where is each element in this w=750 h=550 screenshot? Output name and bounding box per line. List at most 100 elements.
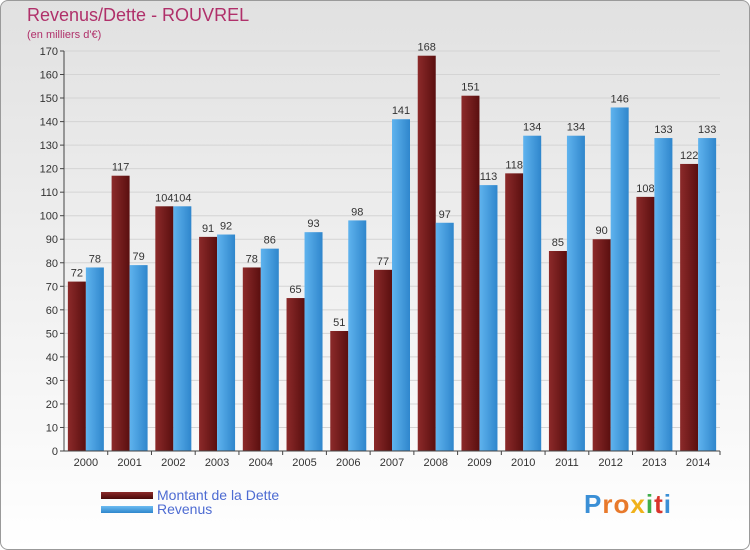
data-label: 78 bbox=[89, 253, 101, 265]
revenus-bar bbox=[392, 119, 410, 451]
legend-item-dette: Montant de la Dette bbox=[101, 487, 280, 503]
dette-bar bbox=[155, 206, 174, 451]
y-tick-label: 70 bbox=[46, 281, 58, 293]
dette-bar bbox=[374, 269, 392, 451]
revenus-bar bbox=[523, 135, 542, 452]
x-tick-label: 2013 bbox=[642, 457, 666, 469]
data-label: 141 bbox=[392, 105, 410, 117]
revenus-bar bbox=[304, 232, 323, 451]
x-tick-label: 2003 bbox=[205, 457, 229, 469]
data-label: 85 bbox=[552, 237, 564, 249]
y-tick-label: 40 bbox=[46, 352, 58, 364]
y-tick-label: 20 bbox=[46, 399, 58, 411]
data-label: 92 bbox=[220, 221, 232, 233]
x-tick-label: 2008 bbox=[423, 457, 447, 469]
data-label: 91 bbox=[202, 223, 214, 235]
legend-label-revenus: Revenus bbox=[157, 501, 213, 517]
y-tick-label: 50 bbox=[46, 328, 58, 340]
y-tick-label: 140 bbox=[40, 117, 58, 129]
x-tick-label: 2007 bbox=[380, 457, 404, 469]
y-tick-label: 170 bbox=[40, 46, 58, 58]
dette-bar bbox=[111, 175, 130, 452]
data-labels: 72 78 117 79 104 104 91 92 78 86 65 93 51 98 77 141 168 9… bbox=[71, 42, 717, 329]
revenus-bar bbox=[129, 265, 148, 451]
revenus-bar bbox=[698, 138, 717, 451]
x-tick-label: 2000 bbox=[74, 457, 98, 469]
data-label: 134 bbox=[523, 122, 541, 134]
legend-label-dette: Montant de la Dette bbox=[157, 487, 280, 503]
dette-bar bbox=[242, 267, 261, 451]
data-label: 86 bbox=[264, 235, 276, 247]
data-label: 97 bbox=[439, 209, 451, 221]
dette-bar bbox=[199, 236, 218, 451]
proxiti-logo: Proxiti bbox=[584, 489, 672, 519]
x-tick-label: 2001 bbox=[117, 457, 141, 469]
data-label: 72 bbox=[71, 268, 83, 280]
chart-title: Revenus/Dette - ROUVREL bbox=[27, 5, 250, 25]
revenus-bar bbox=[610, 107, 629, 452]
x-tick-label: 2010 bbox=[511, 457, 535, 469]
revenus-bar bbox=[479, 185, 498, 451]
data-label: 65 bbox=[289, 284, 301, 296]
dette-bar bbox=[505, 173, 524, 451]
y-tick-label: 120 bbox=[40, 164, 58, 176]
bars bbox=[67, 55, 717, 452]
dette-bar bbox=[592, 239, 611, 451]
legend-swatch-revenus bbox=[101, 505, 153, 513]
y-tick-label: 150 bbox=[40, 93, 58, 105]
dette-bar bbox=[636, 196, 655, 451]
y-tick-label: 80 bbox=[46, 258, 58, 270]
data-label: 93 bbox=[307, 218, 319, 230]
chart-subtitle: (en milliers d'€) bbox=[27, 29, 102, 41]
revenus-bar bbox=[348, 220, 367, 451]
data-label: 104 bbox=[155, 192, 173, 204]
legend-item-revenus: Revenus bbox=[101, 501, 213, 517]
data-label: 104 bbox=[173, 192, 191, 204]
axes: 0 10 20 30 40 50 60 70 80 90 100 110 120 130 140 150 160… bbox=[40, 46, 721, 469]
data-label: 113 bbox=[480, 171, 498, 183]
dette-bar bbox=[680, 163, 699, 452]
dette-bar bbox=[417, 55, 436, 452]
x-tick-label: 2012 bbox=[598, 457, 622, 469]
data-label: 133 bbox=[654, 124, 672, 136]
y-tick-label: 110 bbox=[40, 187, 58, 199]
dette-bar bbox=[330, 331, 349, 451]
x-tick-label: 2009 bbox=[467, 457, 491, 469]
revenus-bar bbox=[260, 248, 279, 451]
y-tick-label: 60 bbox=[46, 305, 58, 317]
x-tick-label: 2006 bbox=[336, 457, 360, 469]
data-label: 98 bbox=[351, 206, 363, 218]
data-label: 117 bbox=[112, 162, 130, 174]
y-tick-label: 30 bbox=[46, 375, 58, 387]
revenus-bar bbox=[173, 206, 192, 451]
y-tick-label: 0 bbox=[52, 446, 58, 458]
data-label: 90 bbox=[596, 225, 608, 237]
x-tick-label: 2005 bbox=[292, 457, 316, 469]
dette-bar bbox=[461, 95, 480, 452]
dette-bar bbox=[286, 298, 305, 451]
revenus-bar bbox=[85, 267, 104, 451]
y-tick-label: 10 bbox=[46, 422, 58, 434]
data-label: 51 bbox=[333, 317, 345, 329]
x-tick-label: 2014 bbox=[686, 457, 710, 469]
y-tick-label: 130 bbox=[40, 140, 58, 152]
data-label: 151 bbox=[461, 82, 479, 94]
revenus-bar bbox=[435, 222, 454, 451]
data-label: 146 bbox=[610, 93, 628, 105]
data-label: 78 bbox=[246, 253, 258, 265]
revenus-bar bbox=[217, 234, 236, 451]
y-tick-label: 160 bbox=[40, 70, 58, 82]
data-label: 108 bbox=[636, 183, 654, 195]
dette-bar bbox=[548, 251, 567, 451]
legend-swatch-dette bbox=[101, 491, 153, 499]
data-label: 133 bbox=[698, 124, 716, 136]
revenus-bar bbox=[654, 138, 673, 451]
data-label: 168 bbox=[418, 42, 436, 54]
data-label: 79 bbox=[132, 251, 144, 263]
x-tick-label: 2004 bbox=[249, 457, 273, 469]
revenus-bar bbox=[566, 135, 585, 452]
x-tick-label: 2011 bbox=[555, 457, 579, 469]
dette-bar bbox=[67, 281, 86, 451]
